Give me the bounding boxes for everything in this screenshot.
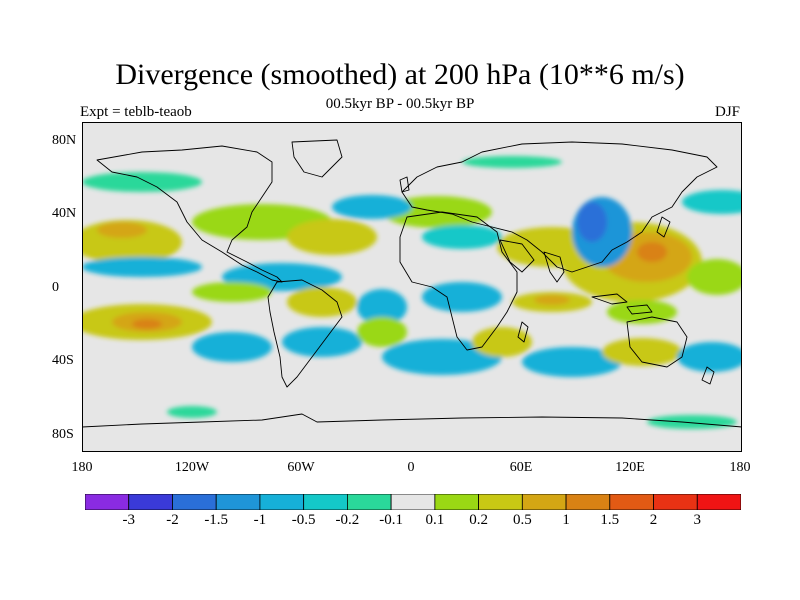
y-tick-40n: 40N xyxy=(52,206,77,221)
colorbar-swatch xyxy=(478,494,523,510)
colorbar-swatch xyxy=(390,494,436,510)
colorbar-label: -1 xyxy=(253,512,267,528)
colorbar-label: -2 xyxy=(166,512,179,528)
period-label: 00.5kyr BP - 00.5kyr BP xyxy=(325,96,475,112)
divergence-field xyxy=(82,156,742,429)
colorbar-swatch xyxy=(303,494,348,510)
colorbar-label: 3 xyxy=(693,512,702,528)
x-tick-120e: 120E xyxy=(615,460,645,475)
colorbar-label: 1 xyxy=(562,512,570,528)
x-tick-0: 0 xyxy=(407,460,415,475)
colorbar-label: -3 xyxy=(122,512,135,528)
x-tick-60e: 60E xyxy=(509,460,533,475)
map-frame xyxy=(82,122,742,452)
colorbar-label: -0.5 xyxy=(291,512,316,528)
colorbar-swatch xyxy=(696,494,741,510)
colorbar-swatch xyxy=(609,494,654,510)
colorbar-swatch xyxy=(259,494,305,510)
colorbar-swatch xyxy=(128,494,173,510)
colorbar-label: 0.5 xyxy=(512,512,532,528)
y-tick-80n: 80N xyxy=(52,133,77,148)
colorbar-label: -0.2 xyxy=(335,512,360,528)
colorbar-swatch xyxy=(565,494,611,510)
colorbar-swatch xyxy=(85,494,130,510)
colorbar-label: 0.1 xyxy=(425,512,445,528)
season-label: DJF xyxy=(714,104,740,120)
colorbar-swatch xyxy=(215,494,261,510)
y-tick-40s: 40S xyxy=(52,353,74,368)
colorbar-label: 2 xyxy=(649,512,658,528)
x-tick-180w: 180 xyxy=(71,460,93,475)
x-tick-120w: 120W xyxy=(174,460,210,475)
y-tick-80s: 80S xyxy=(52,427,74,442)
x-tick-60w: 60W xyxy=(287,460,315,475)
colorbar-swatch xyxy=(346,494,392,510)
colorbar-swatch xyxy=(434,494,479,510)
colorbar-label: -0.1 xyxy=(379,512,403,528)
coastlines xyxy=(82,139,742,428)
colorbar xyxy=(85,494,741,510)
colorbar-swatch xyxy=(172,494,217,510)
divergence-map xyxy=(82,122,742,452)
y-tick-0: 0 xyxy=(52,280,59,295)
chart-title: Divergence (smoothed) at 200 hPa (10**6 … xyxy=(115,58,685,91)
colorbar-swatch xyxy=(653,494,698,510)
experiment-label: Expt = teblb-teaob xyxy=(80,104,192,120)
colorbar-label: 0.2 xyxy=(469,512,488,528)
x-tick-180e: 180 xyxy=(729,460,751,475)
colorbar-label: -1.5 xyxy=(204,512,229,528)
colorbar-label: 1.5 xyxy=(600,512,620,528)
colorbar-swatch xyxy=(521,494,567,510)
